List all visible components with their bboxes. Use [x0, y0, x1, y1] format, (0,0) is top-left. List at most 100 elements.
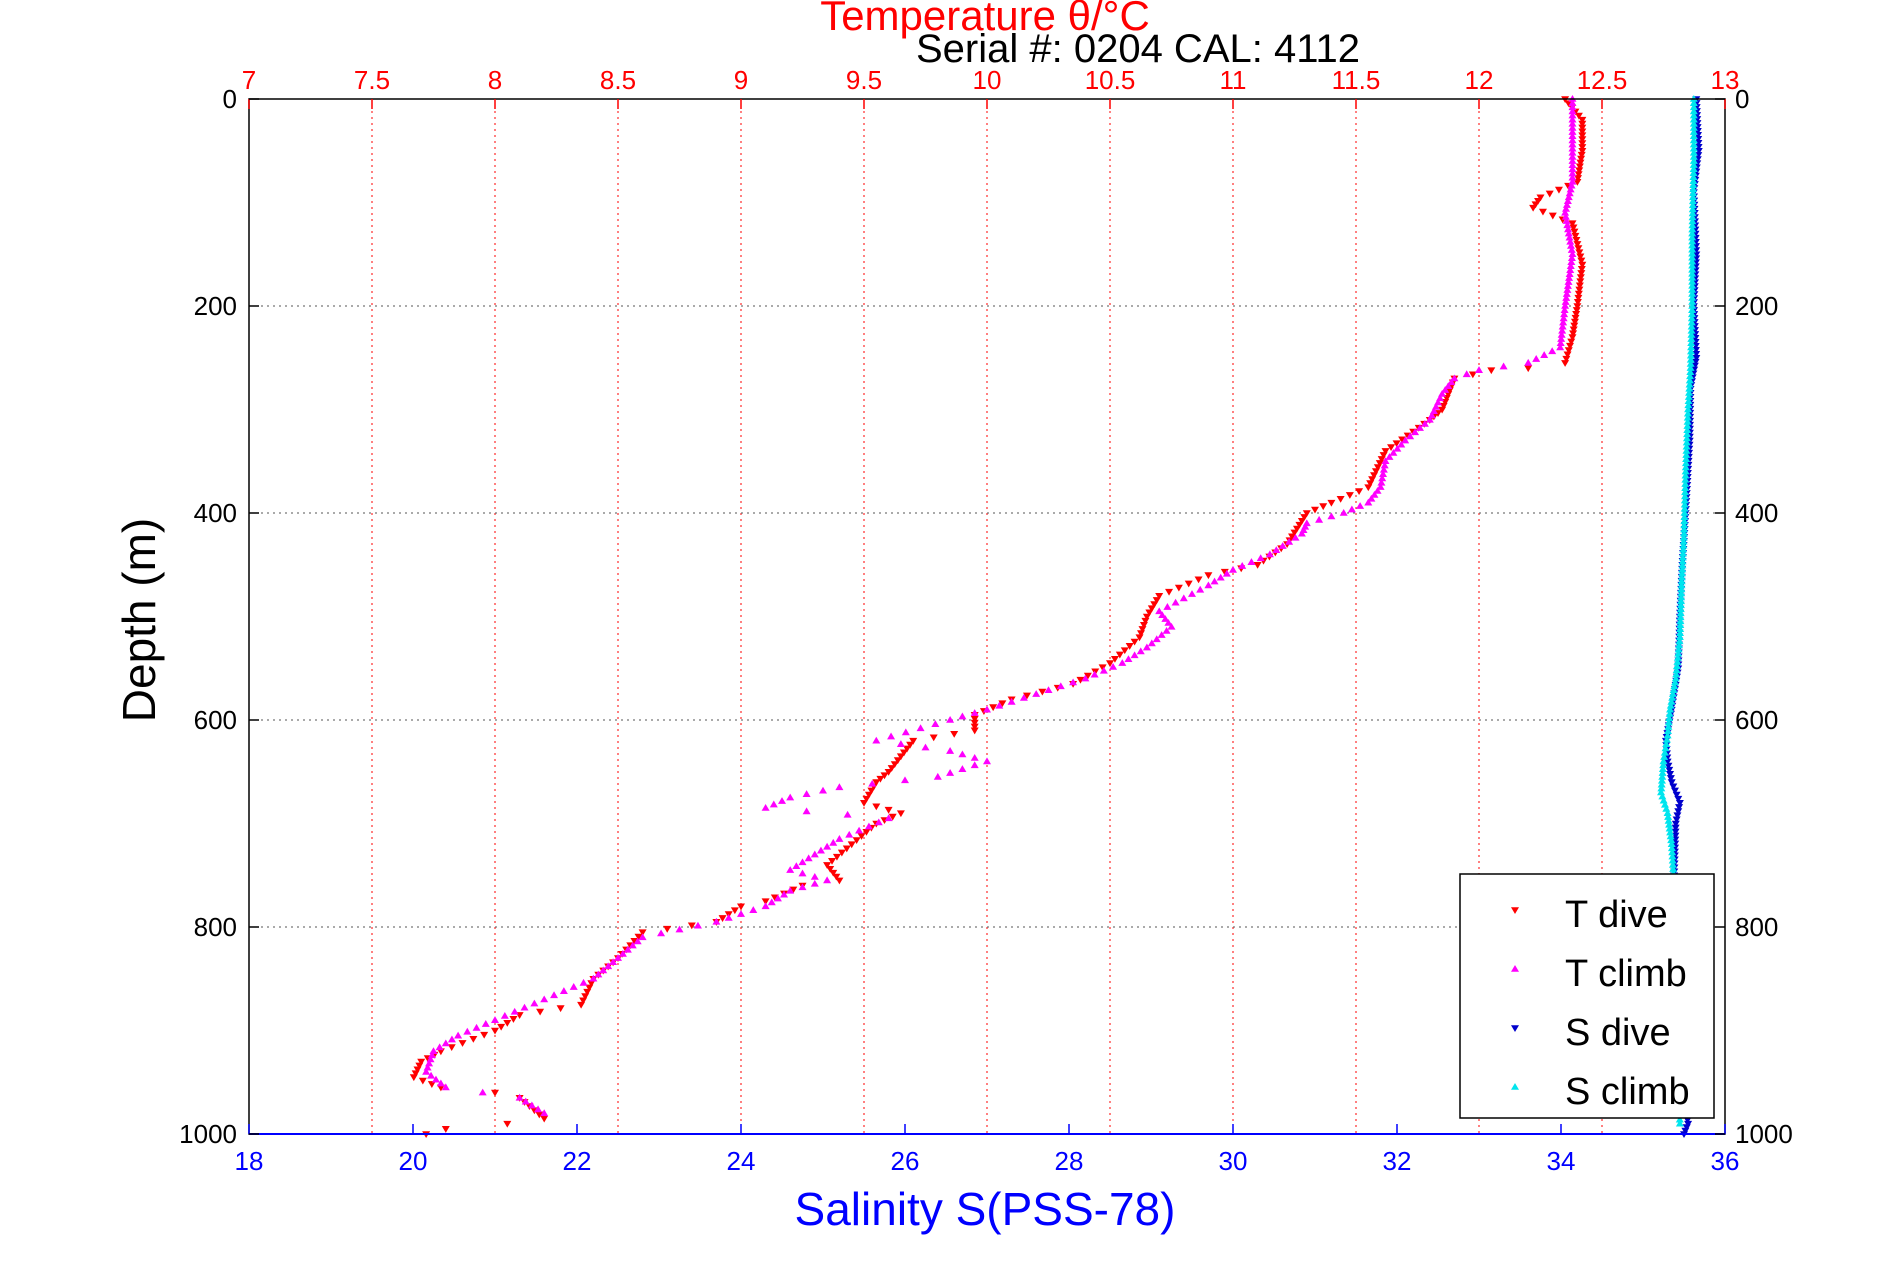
data-point [1327, 512, 1336, 520]
data-point [503, 1120, 512, 1128]
data-point [1568, 140, 1577, 148]
data-point [1568, 111, 1577, 119]
data-point [1679, 545, 1688, 553]
data-point [1575, 163, 1584, 171]
data-point [1687, 322, 1696, 330]
data-point [478, 1088, 487, 1096]
data-point [1165, 588, 1174, 596]
data-point [730, 907, 739, 915]
data-point [1568, 334, 1577, 342]
salinity-tick-label: 18 [235, 1146, 264, 1176]
data-point [1692, 354, 1701, 362]
data-point [1658, 769, 1667, 776]
data-point [1672, 670, 1681, 678]
data-point [657, 929, 666, 937]
data-point [1686, 355, 1695, 363]
data-point [1683, 417, 1692, 425]
data-point [1115, 651, 1124, 659]
data-point [1562, 290, 1571, 297]
data-point [1568, 157, 1577, 164]
data-point [1677, 581, 1686, 589]
data-point [1564, 229, 1573, 237]
data-point [1562, 201, 1571, 208]
data-point [1566, 185, 1575, 193]
data-point [1677, 597, 1686, 605]
data-point [1545, 190, 1554, 198]
data-point [1665, 820, 1674, 828]
data-point [1670, 682, 1679, 690]
data-point [983, 757, 991, 765]
data-point [1155, 607, 1164, 615]
data-point [1685, 384, 1694, 392]
data-point [1570, 228, 1579, 236]
data-point [1664, 762, 1673, 770]
data-point [436, 1079, 445, 1087]
data-point [1152, 597, 1161, 604]
data-point [1688, 241, 1697, 249]
data-point [1468, 371, 1477, 379]
salinity-tick-label: 32 [1383, 1146, 1412, 1176]
data-point [1319, 503, 1328, 511]
data-point [1692, 350, 1701, 358]
data-point [1420, 419, 1429, 427]
data-point [1022, 692, 1031, 700]
data-point [1184, 580, 1193, 588]
salinity-tick-label: 26 [891, 1146, 920, 1176]
data-point [491, 1027, 499, 1035]
data-point [958, 765, 967, 772]
data-point [1076, 676, 1085, 684]
data-point [1689, 161, 1698, 168]
data-point [1411, 428, 1420, 436]
data-point [1379, 452, 1388, 459]
data-point [1684, 397, 1693, 405]
data-point [1130, 651, 1139, 659]
data-point [550, 991, 559, 999]
data-point [559, 987, 568, 994]
data-point [1677, 573, 1686, 581]
data-point [1487, 367, 1496, 375]
data-point [1120, 647, 1129, 655]
data-point [1563, 286, 1572, 293]
depth-tick-label-right: 1000 [1735, 1119, 1793, 1149]
data-point [515, 1093, 524, 1101]
data-point [1568, 220, 1577, 228]
data-point [1415, 424, 1424, 431]
data-point [581, 993, 590, 1000]
data-point [1099, 666, 1108, 674]
depth-tick-label-right: 600 [1735, 705, 1778, 735]
data-point [1568, 119, 1577, 127]
data-point [1568, 173, 1577, 181]
data-point [1689, 115, 1698, 123]
data-point [1371, 468, 1380, 476]
data-point [1385, 453, 1394, 460]
data-point [1150, 601, 1159, 609]
data-point [634, 933, 643, 941]
data-point [1574, 112, 1583, 120]
data-point [1689, 119, 1698, 127]
data-point [1366, 480, 1375, 488]
data-point [1658, 765, 1667, 772]
data-point [1568, 165, 1577, 173]
data-point [1174, 584, 1183, 592]
data-point [1566, 262, 1575, 269]
data-points [409, 95, 1703, 1138]
data-point [1688, 237, 1697, 245]
data-point [933, 772, 942, 780]
data-point [1687, 339, 1696, 347]
data-point [1567, 241, 1576, 249]
data-point [1381, 448, 1390, 455]
data-point [989, 704, 998, 712]
data-point [916, 724, 925, 732]
data-point [614, 954, 622, 961]
data-point [868, 779, 877, 787]
data-point [1680, 529, 1688, 537]
data-point [1677, 589, 1686, 597]
data-point [1680, 496, 1689, 504]
data-point [447, 1035, 456, 1043]
temperature-tick-label: 8.5 [600, 65, 636, 95]
data-point [491, 1016, 499, 1023]
data-point [1368, 476, 1377, 484]
data-point [1204, 572, 1213, 580]
data-point [874, 818, 883, 826]
